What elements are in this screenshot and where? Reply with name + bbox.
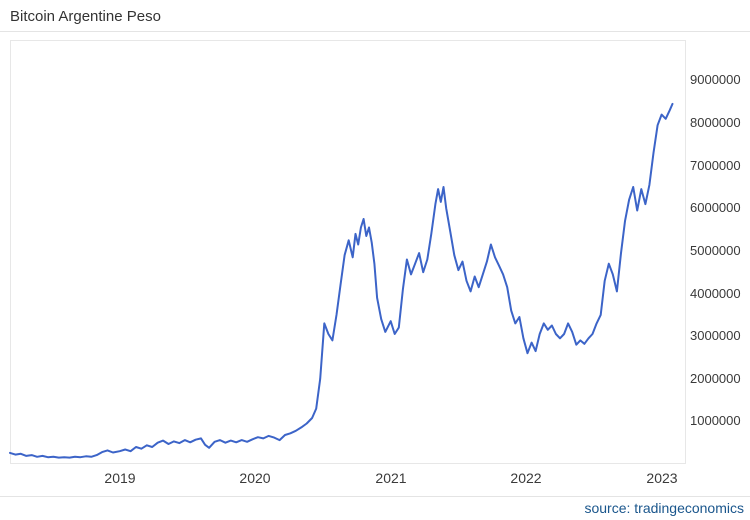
chart-title: Bitcoin Argentine Peso xyxy=(10,8,161,25)
x-axis-label: 2019 xyxy=(104,470,136,486)
y-axis-label: 5000000 xyxy=(690,243,741,258)
y-axis-label: 3000000 xyxy=(690,328,741,343)
footer-divider xyxy=(0,496,750,497)
y-axis-label: 6000000 xyxy=(690,200,741,215)
x-axis-label: 2021 xyxy=(375,470,407,486)
header-divider xyxy=(0,31,750,32)
y-axis-label: 8000000 xyxy=(690,115,741,130)
source-text: source: tradingeconomics xyxy=(584,500,744,516)
plot-area xyxy=(10,40,686,464)
x-axis-label: 2022 xyxy=(510,470,542,486)
y-axis-label: 7000000 xyxy=(690,158,741,173)
x-axis-label: 2020 xyxy=(239,470,271,486)
y-axis-label: 1000000 xyxy=(690,413,741,428)
y-axis-label: 9000000 xyxy=(690,72,741,87)
y-axis-label: 4000000 xyxy=(690,286,741,301)
y-axis-label: 2000000 xyxy=(690,371,741,386)
x-axis-label: 2023 xyxy=(646,470,678,486)
